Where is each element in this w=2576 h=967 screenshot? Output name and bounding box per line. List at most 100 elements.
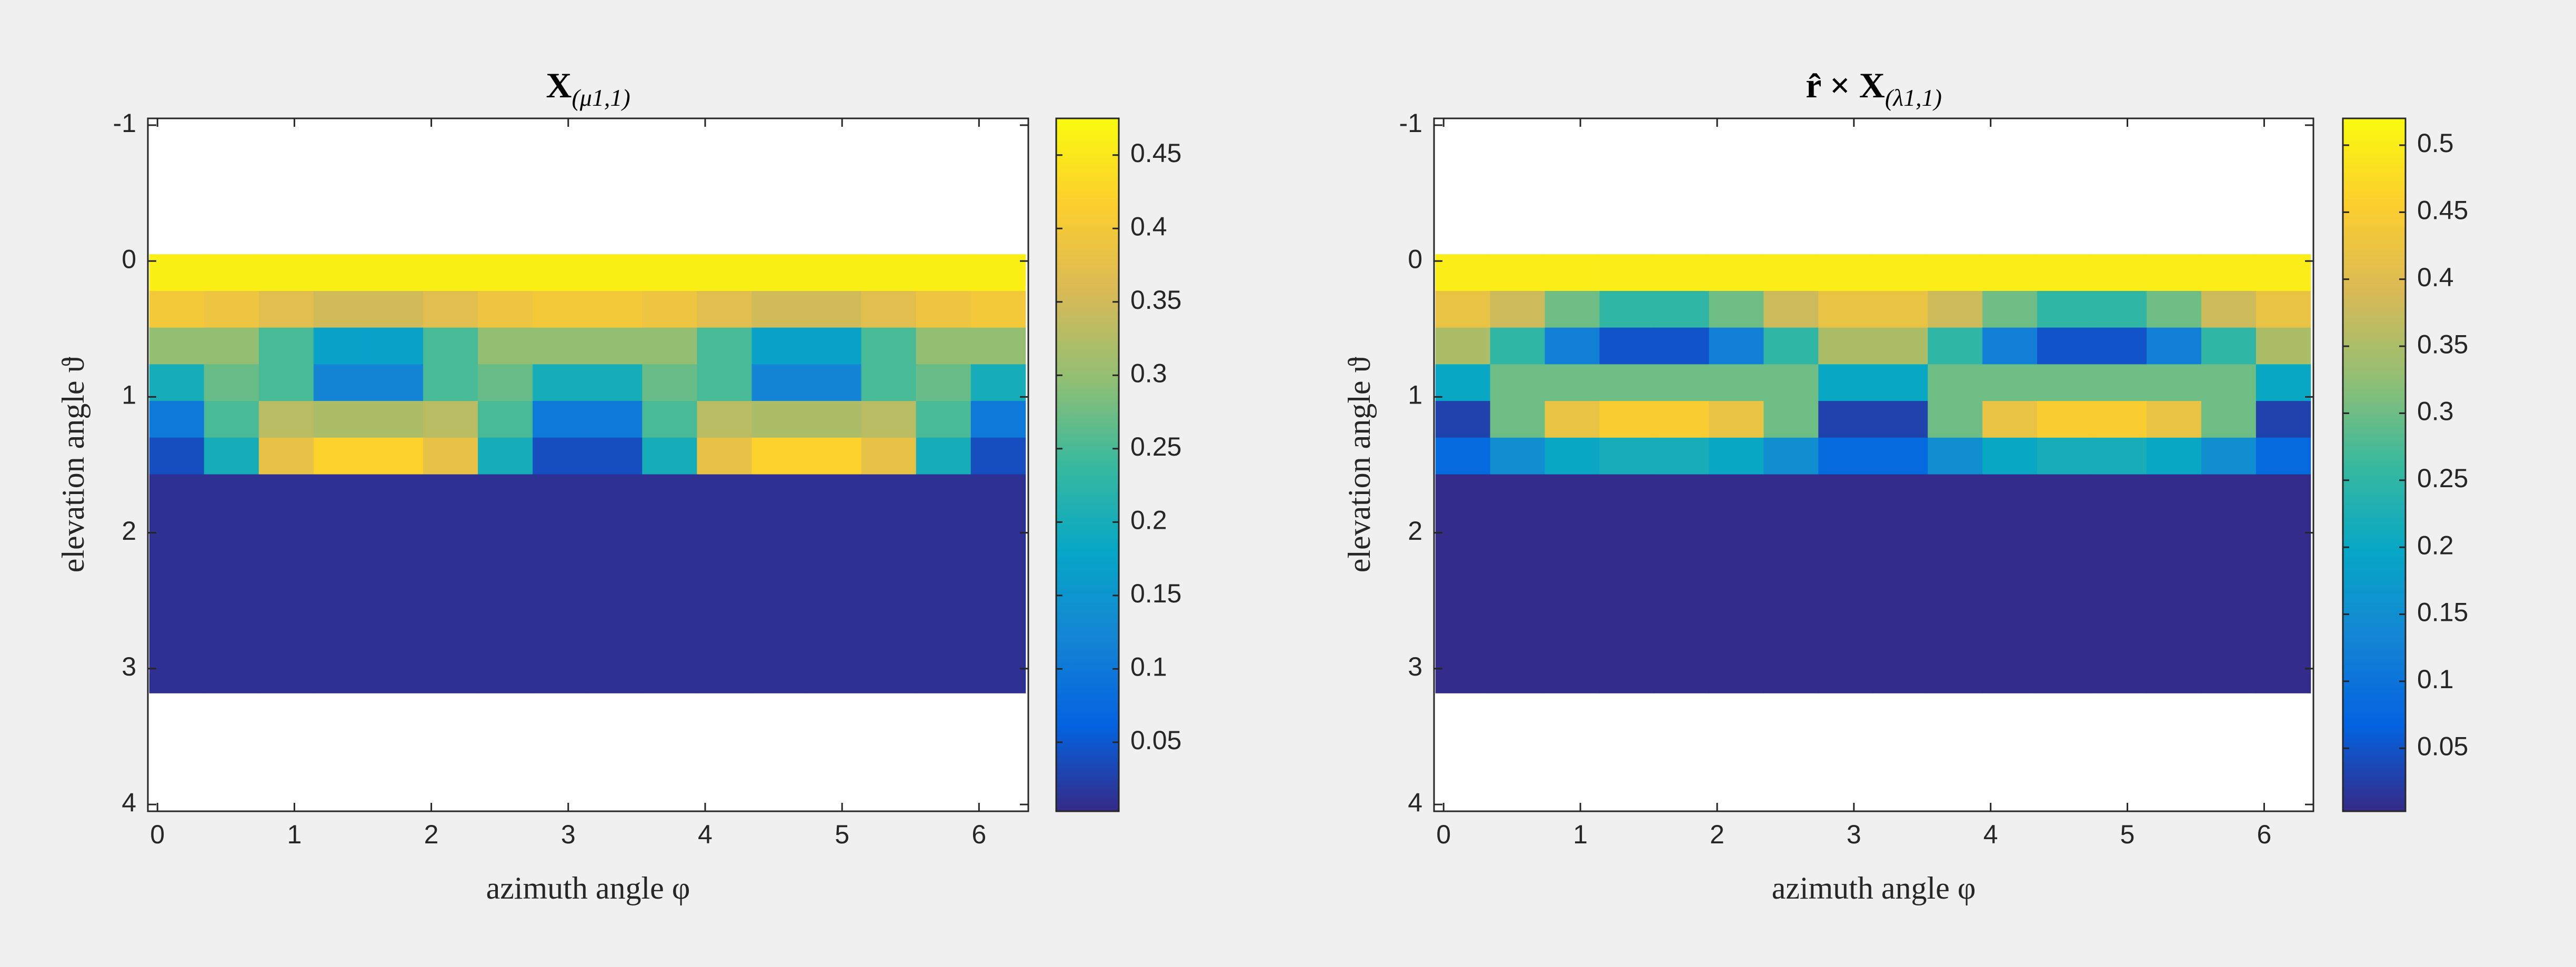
heatmap-cell	[1709, 327, 1764, 365]
heatmap-cell	[1982, 474, 2038, 693]
heatmap-cell	[2146, 474, 2202, 693]
heatmap-cell	[204, 254, 259, 291]
heatmap-cell	[1545, 327, 1600, 365]
heatmap-cell	[1490, 401, 1545, 438]
heatmap-cell	[1873, 364, 1928, 401]
heatmap-cell	[751, 401, 807, 438]
heatmap-cell	[478, 290, 533, 328]
heatmap-cell	[751, 474, 807, 693]
heatmap-cell	[313, 290, 369, 328]
heatmap-cell	[751, 254, 807, 291]
heatmap-cell	[1763, 401, 1819, 438]
x-tick-label: 5	[2120, 820, 2135, 849]
heatmap-cell	[916, 327, 971, 365]
heatmap-cell	[533, 327, 588, 365]
heatmap-cell	[1599, 290, 1655, 328]
y-tick-label: 3	[1408, 652, 1422, 681]
y-tick-label: 4	[122, 788, 136, 817]
heatmap-cell	[149, 401, 205, 438]
heatmap-cell	[2256, 327, 2311, 365]
x-tick-label: 2	[424, 820, 439, 849]
heatmap-cell	[916, 290, 971, 328]
heatmap-cell	[751, 327, 807, 365]
heatmap-cell	[1654, 327, 1709, 365]
heatmap-cell	[1654, 254, 1709, 291]
axes-box	[147, 117, 1029, 812]
x-tick-label: 6	[971, 820, 986, 849]
heatmap-cell	[861, 401, 917, 438]
heatmap-cell	[1599, 327, 1655, 365]
heatmap-cell	[1982, 364, 2038, 401]
heatmap-cell	[1709, 437, 1764, 475]
heatmap-cell	[2092, 437, 2147, 475]
heatmap-cell	[1545, 364, 1600, 401]
heatmap-cell	[258, 327, 314, 365]
heatmap-cell	[533, 364, 588, 401]
heatmap-cell	[533, 474, 588, 693]
x-tick-label: 3	[561, 820, 576, 849]
heatmap-cell	[970, 474, 1026, 693]
colorbar-tick-label: 0.05	[2417, 731, 2468, 761]
heatmap-cell	[2256, 401, 2311, 438]
colorbar-tick-label: 0.35	[1130, 285, 1181, 315]
heatmap-cell	[204, 290, 259, 328]
heatmap-cell	[258, 364, 314, 401]
heatmap-cell	[204, 327, 259, 365]
heatmap-cell	[861, 364, 917, 401]
heatmap-cell	[1545, 474, 1600, 693]
heatmap-cell	[806, 254, 862, 291]
heatmap-cell	[587, 290, 643, 328]
heatmap-cell	[2256, 474, 2311, 693]
heatmap-cell	[2201, 474, 2257, 693]
heatmap-cell	[916, 474, 971, 693]
y-tick-label: 0	[122, 244, 136, 274]
heatmap-cell	[2037, 290, 2092, 328]
heatmap-cell	[1818, 401, 1873, 438]
heatmap-cell	[313, 254, 369, 291]
heatmap-cell	[1928, 437, 1983, 475]
x-tick-label: 2	[1710, 820, 1725, 849]
heatmap-cell	[861, 290, 917, 328]
heatmap-cell	[587, 437, 643, 475]
heatmap-cell	[1818, 364, 1873, 401]
heatmap-cell	[861, 327, 917, 365]
heatmap-cell	[970, 364, 1026, 401]
title-sub: (λ1,1)	[1885, 84, 1942, 111]
heatmap-cell	[2037, 474, 2092, 693]
heatmap-cell	[204, 437, 259, 475]
heatmap-cell	[423, 290, 478, 328]
heatmap-cell	[2037, 327, 2092, 365]
heatmap-cell	[149, 474, 205, 693]
x-axis-label: azimuth angle φ	[486, 871, 690, 905]
heatmap-cell	[916, 364, 971, 401]
heatmap-cell	[1928, 364, 1983, 401]
heatmap-cell	[2201, 364, 2257, 401]
heatmap-cell	[1545, 290, 1600, 328]
colorbar-tick-label: 0.1	[2417, 664, 2454, 694]
heatmap-cell	[2201, 401, 2257, 438]
heatmap-cell	[1490, 474, 1545, 693]
heatmap-cell	[1818, 437, 1873, 475]
heatmap-cell	[806, 437, 862, 475]
colorbar-tick-label: 0.2	[2417, 530, 2454, 560]
heatmap-cell	[751, 364, 807, 401]
heatmap-cell	[916, 401, 971, 438]
y-tick-label: 1	[1408, 380, 1422, 410]
heatmap-cell	[587, 327, 643, 365]
heatmap-cell	[1490, 254, 1545, 291]
heatmap-cell	[916, 437, 971, 475]
y-tick-label: 1	[122, 380, 136, 410]
heatmap-cell	[1654, 437, 1709, 475]
heatmap-cell	[1709, 474, 1764, 693]
heatmap-cell	[313, 437, 369, 475]
heatmap-cell	[1709, 364, 1764, 401]
heatmap-cell	[204, 364, 259, 401]
heatmap-cell	[2146, 290, 2202, 328]
heatmap-cell	[697, 437, 752, 475]
heatmap-cell	[1982, 290, 2038, 328]
heatmap-cell	[1818, 474, 1873, 693]
x-tick-label: 1	[287, 820, 302, 849]
heatmap-cell	[2146, 327, 2202, 365]
heatmap-cell	[587, 364, 643, 401]
